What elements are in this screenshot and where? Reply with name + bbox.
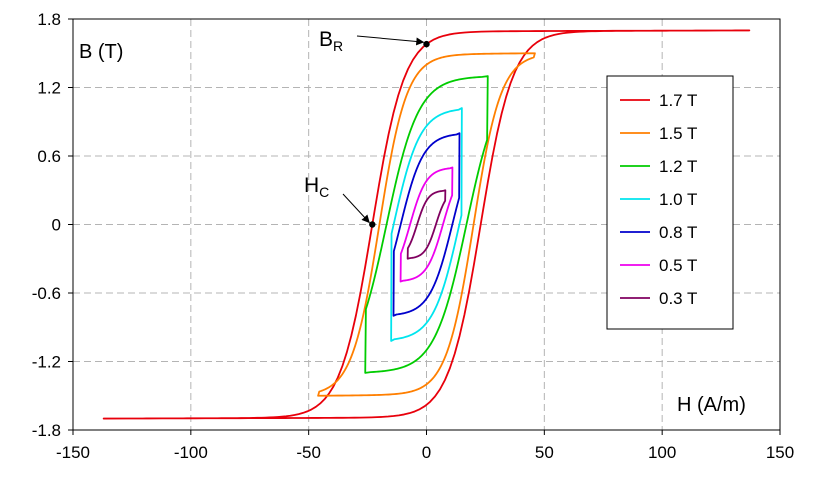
series-line-0-3-T <box>406 189 447 260</box>
annotation-arrow <box>356 35 425 46</box>
x-tick-label: 0 <box>422 443 431 462</box>
x-tick-label: -100 <box>174 443 208 462</box>
y-tick-label: 0 <box>52 216 61 235</box>
x-tick-label: 100 <box>648 443 676 462</box>
series-line-1-2-T <box>364 75 489 374</box>
legend-entry: 1.7 T <box>659 91 697 110</box>
legend: 1.7 T 1.5 T 1.2 T 1.0 T 0.8 T 0.5 T 0.3 T <box>606 75 734 330</box>
annotations: BR HC <box>304 28 430 228</box>
y-tick-label: 0.6 <box>37 147 61 166</box>
series-line-1-0-T <box>390 107 463 342</box>
y-tick-label: -1.2 <box>32 353 61 372</box>
legend-entry: 1.0 T <box>659 190 697 209</box>
x-tick-label: -50 <box>296 443 321 462</box>
annotation-subscript: C <box>319 184 329 200</box>
x-tick-label: 50 <box>535 443 554 462</box>
legend-box <box>606 75 734 330</box>
legend-entry: 1.5 T <box>659 124 697 143</box>
annotation-point <box>423 40 430 48</box>
tick-labels: -150 -100 -50 0 50 100 150 -1.8 -1.2 -0.6 0 0.6 1.2 1… <box>32 10 794 462</box>
y-tick-label: -1.8 <box>32 421 61 440</box>
hysteresis-curves <box>102 29 751 420</box>
annotation-main-letter: H <box>304 174 319 197</box>
annotation-subscript: R <box>333 38 343 54</box>
legend-entry: 0.5 T <box>659 256 697 275</box>
annotation-label: HC <box>304 174 329 200</box>
x-tick-label: 150 <box>766 443 794 462</box>
legend-entry: 0.3 T <box>659 289 697 308</box>
y-tick-label: 1.2 <box>37 79 61 98</box>
y-axis-label: B (T) <box>79 41 123 63</box>
y-tick-label: -0.6 <box>32 284 61 303</box>
annotation-label: BR <box>319 28 343 54</box>
y-tick-label: 1.8 <box>37 10 61 29</box>
series-line-0-8-T <box>392 132 461 317</box>
series-line-0-5-T <box>399 166 454 283</box>
series-line-1-7-T <box>102 29 751 420</box>
annotation-arrow <box>342 193 370 224</box>
x-axis-label: H (A/m) <box>677 394 746 416</box>
x-tick-label: -150 <box>56 443 90 462</box>
annotation-point <box>369 221 376 228</box>
annotation-main-letter: B <box>319 28 333 51</box>
series-line-1-5-T <box>317 52 536 397</box>
legend-entry: 1.2 T <box>659 157 697 176</box>
legend-entry: 0.8 T <box>659 223 697 242</box>
